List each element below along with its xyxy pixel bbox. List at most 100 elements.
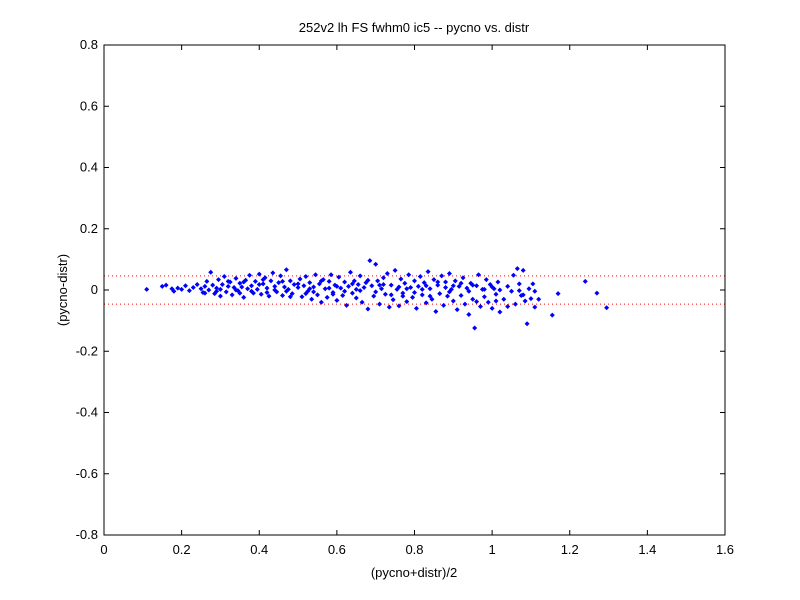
data-point xyxy=(373,261,379,267)
data-point xyxy=(276,280,282,286)
x-axis-title: (pycno+distr)/2 xyxy=(371,565,457,580)
data-point xyxy=(264,289,270,295)
data-point xyxy=(460,275,466,281)
data-point xyxy=(497,309,503,315)
data-point xyxy=(427,286,433,292)
data-point xyxy=(297,276,303,282)
data-point xyxy=(367,258,373,264)
data-point xyxy=(604,305,610,311)
data-point xyxy=(303,291,309,297)
data-point xyxy=(175,285,181,291)
data-point xyxy=(357,273,363,279)
data-point xyxy=(408,285,414,291)
data-point xyxy=(582,278,588,284)
data-point xyxy=(415,283,421,289)
data-point xyxy=(388,282,394,288)
data-point xyxy=(287,294,293,300)
data-point xyxy=(272,283,278,289)
data-point xyxy=(208,269,214,275)
data-point xyxy=(256,281,262,287)
data-point xyxy=(450,283,456,289)
data-point xyxy=(190,285,196,291)
data-point xyxy=(452,278,458,284)
data-point xyxy=(179,286,185,292)
data-point xyxy=(183,283,189,289)
data-point xyxy=(225,283,231,289)
data-point xyxy=(386,304,392,310)
data-point xyxy=(510,272,516,278)
data-point xyxy=(594,290,600,296)
data-point xyxy=(214,285,220,291)
data-point xyxy=(219,281,225,287)
data-point xyxy=(493,291,499,297)
data-point xyxy=(536,296,542,302)
data-point xyxy=(388,292,394,298)
data-point xyxy=(398,276,404,282)
data-point xyxy=(380,275,386,281)
data-point xyxy=(324,294,330,300)
data-point xyxy=(382,291,388,297)
data-point xyxy=(256,271,262,277)
x-tick-label: 1.4 xyxy=(638,542,656,557)
data-point xyxy=(349,290,355,296)
data-point xyxy=(159,283,165,289)
data-point xyxy=(530,281,536,287)
data-point xyxy=(402,280,408,286)
data-point xyxy=(555,291,561,297)
data-point xyxy=(144,286,150,292)
x-tick-label: 0 xyxy=(100,542,107,557)
data-point xyxy=(396,284,402,290)
data-point xyxy=(326,285,332,291)
data-point xyxy=(225,278,231,284)
data-point xyxy=(254,286,260,292)
data-point xyxy=(371,293,377,299)
data-point xyxy=(280,293,286,299)
data-point xyxy=(307,280,313,286)
data-point xyxy=(520,292,526,298)
data-point xyxy=(198,286,204,292)
data-point xyxy=(270,270,276,276)
data-point xyxy=(532,288,538,294)
data-point xyxy=(245,286,251,292)
data-point xyxy=(334,297,340,303)
data-point xyxy=(351,278,357,284)
y-axis-title: (pycno-distr) xyxy=(55,254,70,326)
data-point xyxy=(283,267,289,273)
data-point xyxy=(481,286,487,292)
data-point xyxy=(260,281,266,287)
data-point xyxy=(466,288,472,294)
data-point xyxy=(221,274,227,280)
data-point xyxy=(497,287,503,293)
data-point xyxy=(423,283,429,289)
data-point xyxy=(295,285,301,291)
data-point xyxy=(470,296,476,302)
data-points xyxy=(144,258,610,331)
data-point xyxy=(470,282,476,288)
data-point xyxy=(233,287,239,293)
y-tick-label: -0.4 xyxy=(76,405,98,420)
data-point xyxy=(311,284,317,290)
data-point xyxy=(204,278,210,284)
data-point xyxy=(446,270,452,276)
data-point xyxy=(464,285,470,291)
data-point xyxy=(373,289,379,295)
data-point xyxy=(349,281,355,287)
data-point xyxy=(493,298,499,304)
data-point xyxy=(239,284,245,290)
data-point xyxy=(526,286,532,292)
data-point xyxy=(307,286,313,292)
data-point xyxy=(396,303,402,309)
y-tick-label: -0.6 xyxy=(76,466,98,481)
data-point xyxy=(272,287,278,293)
data-point xyxy=(444,293,450,299)
data-point xyxy=(489,284,495,290)
data-point xyxy=(489,305,495,311)
data-point xyxy=(340,293,346,299)
data-point xyxy=(379,286,385,292)
data-point xyxy=(427,293,433,299)
data-point xyxy=(309,296,315,302)
data-point xyxy=(516,288,522,294)
data-point xyxy=(334,283,340,289)
data-point xyxy=(520,267,526,273)
